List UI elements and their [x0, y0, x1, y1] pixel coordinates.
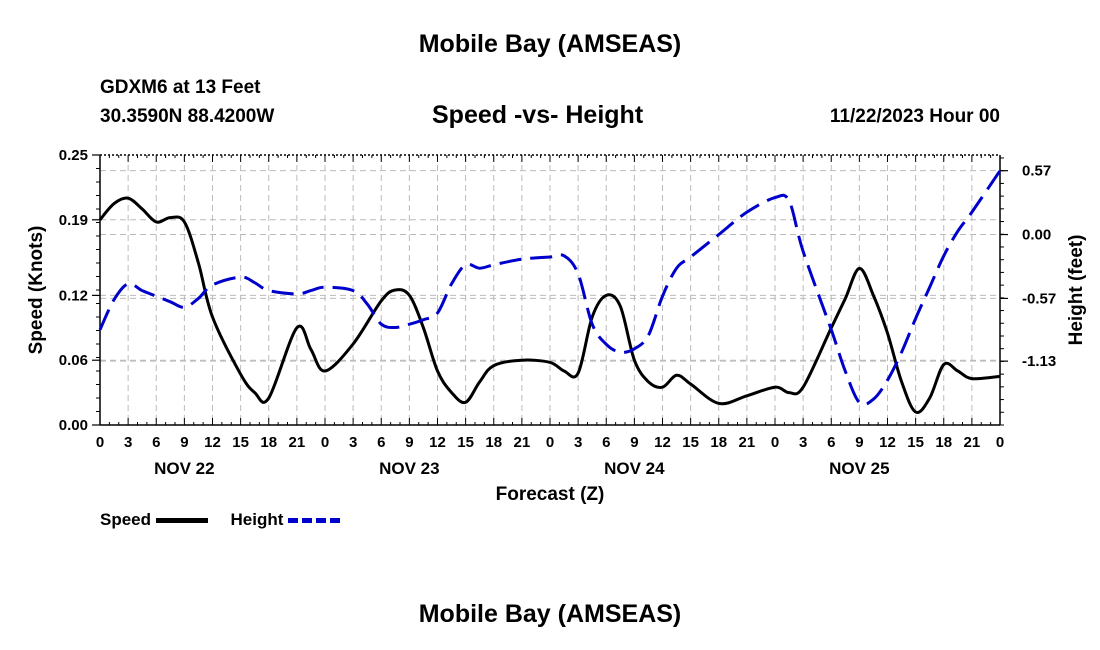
x-tick-label: 15 [907, 434, 924, 451]
series-line-speed [98, 196, 1001, 414]
legend-speed-swatch [155, 518, 208, 524]
chart-subtitle: Speed -vs- Height [432, 101, 644, 129]
x-tick-label: 21 [289, 434, 306, 451]
y-right-axis-title: Height (feet) [1066, 235, 1087, 346]
x-tick-label: 3 [124, 434, 132, 451]
x-tick-label: 15 [457, 434, 474, 451]
forecast-datetime: 11/22/2023 Hour 00 [829, 106, 1000, 127]
x-date-label: NOV 25 [829, 459, 889, 478]
y-right-tick-label: -0.57 [1022, 290, 1056, 307]
y-right-tick-label: 0.57 [1022, 163, 1051, 180]
x-tick-label: 6 [377, 434, 385, 451]
x-date-label: NOV 24 [604, 459, 665, 478]
x-tick-label: 18 [485, 434, 502, 451]
x-tick-label: 3 [574, 434, 582, 451]
x-tick-label: 12 [429, 434, 446, 451]
station-coordinates: 30.3590N 88.4200W [100, 106, 275, 127]
x-tick-label: 21 [514, 434, 531, 451]
y-left-tick-label: 0.12 [59, 287, 88, 304]
y-right-tick-label: -1.13 [1022, 353, 1056, 370]
x-tick-label: 6 [602, 434, 610, 451]
x-tick-label: 0 [96, 434, 104, 451]
x-tick-label: 18 [710, 434, 727, 451]
x-tick-label: 15 [682, 434, 699, 451]
series-lines [98, 169, 1002, 414]
y-left-tick-label: 0.19 [59, 212, 88, 229]
x-tick-label: 3 [799, 434, 807, 451]
x-tick-label: 12 [204, 434, 221, 451]
x-tick-label: 0 [771, 434, 779, 451]
x-tick-label: 0 [321, 434, 329, 451]
x-tick-label: 12 [654, 434, 671, 451]
x-tick-label: 15 [232, 434, 249, 451]
x-tick-label: 21 [964, 434, 981, 451]
x-axis-title: Forecast (Z) [496, 484, 605, 505]
x-tick-label: 0 [546, 434, 554, 451]
x-tick-label: 12 [879, 434, 896, 451]
x-tick-label: 9 [180, 434, 188, 451]
y-left-tick-label: 0.00 [59, 417, 88, 434]
x-tick-label: 6 [152, 434, 160, 451]
x-date-label: NOV 22 [154, 459, 214, 478]
grid-lines [100, 155, 1000, 425]
chart-title-top: Mobile Bay (AMSEAS) [418, 30, 682, 58]
station-label: GDXM6 at 13 Feet [100, 77, 261, 98]
x-tick-label: 9 [630, 434, 638, 451]
axes: 0 3 6 9 12 15 18 21 0 3 6 9 12 15 18 21 0 3 6 9 12 15 18 21 0 3 6 9… [26, 147, 1087, 505]
x-tick-label: 18 [260, 434, 277, 451]
legend-height-swatch [288, 518, 341, 524]
legend-height-label: Height [230, 510, 284, 529]
x-date-label: NOV 23 [379, 459, 439, 478]
legend: Speed Height [100, 510, 341, 530]
legend-speed-label: Speed [100, 510, 152, 529]
y-left-tick-label: 0.25 [59, 147, 88, 164]
y-left-tick-label: 0.06 [59, 352, 88, 369]
x-tick-label: 3 [349, 434, 357, 451]
x-tick-label: 9 [855, 434, 863, 451]
y-left-axis-title: Speed (Knots) [26, 226, 47, 355]
x-tick-label: 6 [827, 434, 835, 451]
x-tick-label: 21 [739, 434, 756, 451]
x-tick-label: 18 [935, 434, 952, 451]
x-tick-label: 9 [405, 434, 413, 451]
x-tick-label: 0 [996, 434, 1004, 451]
y-right-tick-label: 0.00 [1022, 227, 1051, 244]
series-line-height [98, 169, 1002, 407]
chart-title-bottom: Mobile Bay (AMSEAS) [418, 600, 682, 628]
